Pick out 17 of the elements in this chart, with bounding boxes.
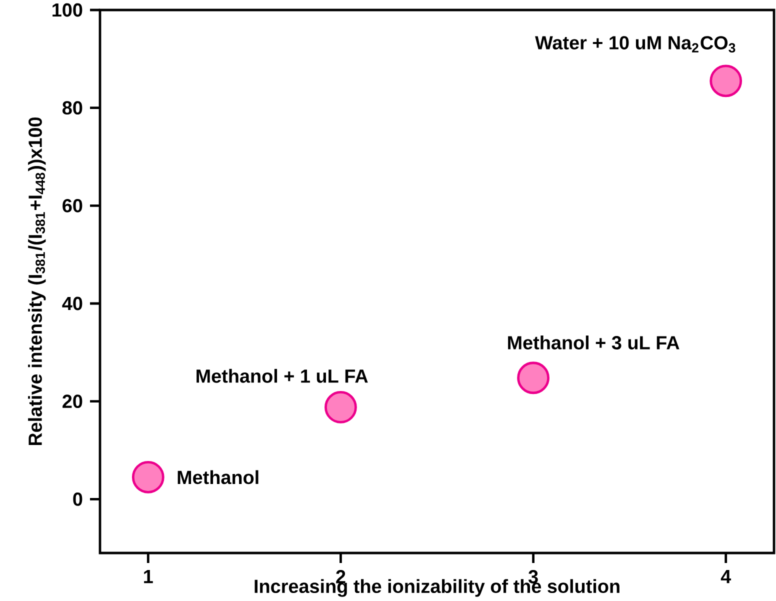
annotation: Water + 10 uM Na$_{2}$CO$_{3}$ [535, 36, 736, 53]
point [132, 460, 164, 494]
y-tick-label: 100 [52, 3, 82, 17]
y-tick-label: 60 [62, 198, 82, 212]
x-tick-label: 4 [720, 570, 732, 584]
point [710, 64, 742, 98]
y-tick-label: 40 [62, 296, 82, 310]
x-tick-label: 1 [144, 570, 153, 584]
y-tick-label: 20 [62, 394, 82, 408]
y-tick-label: 80 [62, 101, 82, 115]
annotation: Methanol + 3 uL FA [508, 336, 680, 350]
annotation: Methanol [178, 470, 258, 484]
annotation: Methanol + 1 uL FA [196, 368, 368, 383]
y-tick-label: 0 [73, 492, 82, 506]
point [324, 391, 357, 424]
y-axis-title: Relative intensity (I$_{381}$/(I$_{381}$+I$_{448}$))x100 [28, 117, 46, 446]
point [517, 362, 550, 394]
